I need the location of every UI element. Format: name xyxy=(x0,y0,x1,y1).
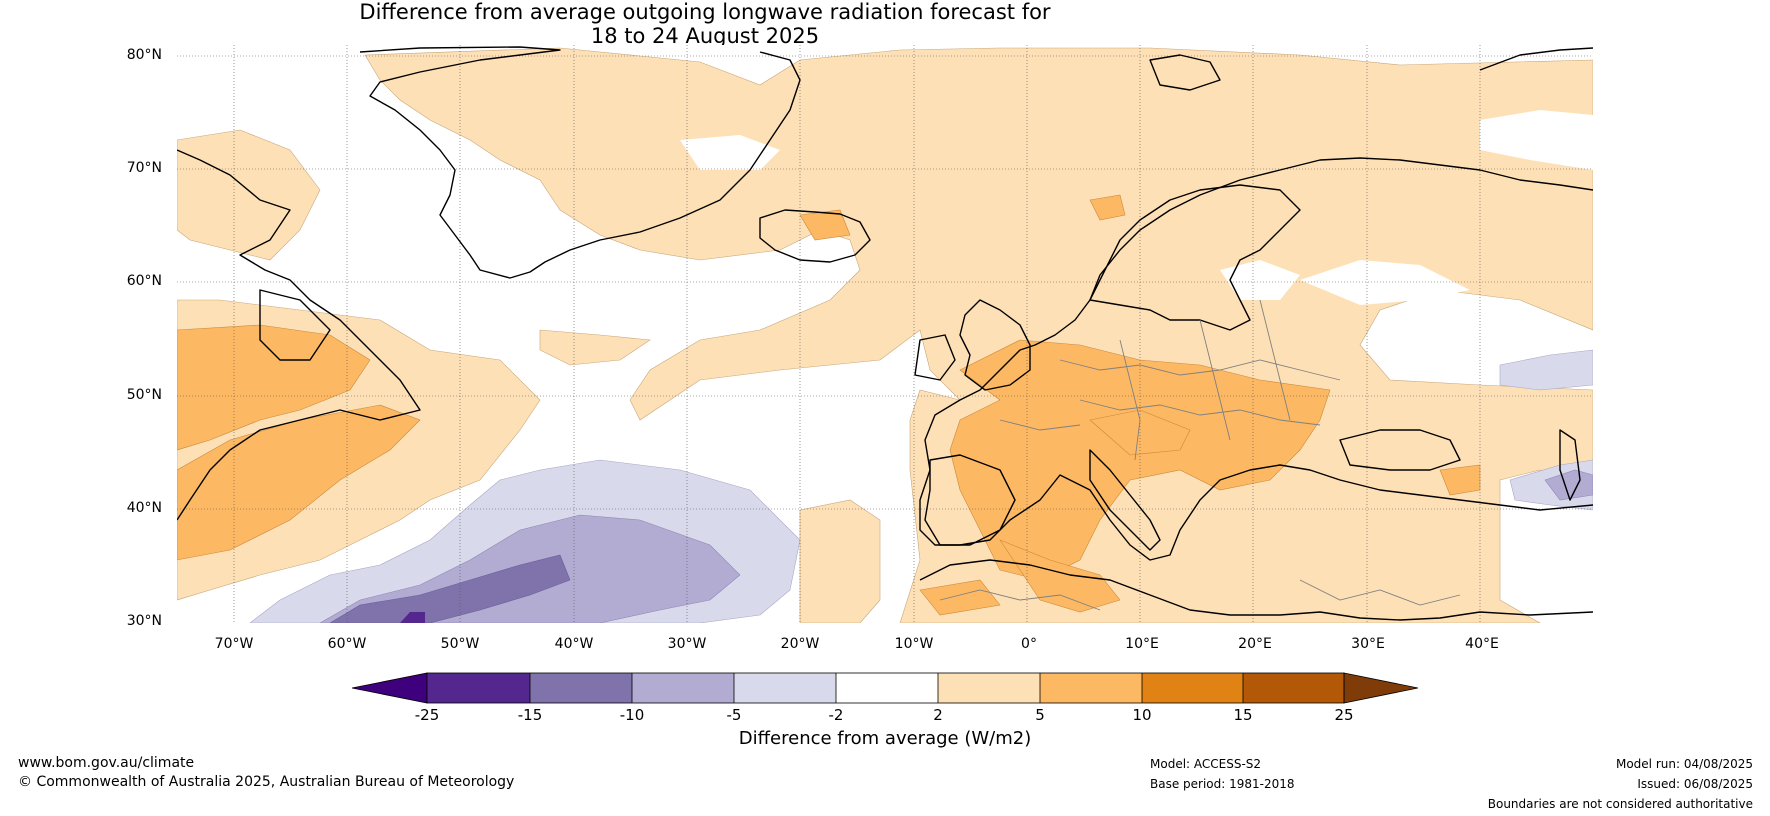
lon-label-20w: 20°W xyxy=(780,636,820,652)
colorbar-segment-5 xyxy=(836,673,938,703)
lon-label-40e: 40°E xyxy=(1465,636,1499,652)
iceland-coast xyxy=(759,209,871,263)
colorbar-segment-4 xyxy=(734,673,836,703)
footer-issued: Issued: 06/08/2025 xyxy=(1637,777,1753,791)
country-borders xyxy=(939,299,1461,611)
lat-label-70n: 70°N xyxy=(126,160,162,176)
lon-label-50w: 50°W xyxy=(440,636,480,652)
colorbar-tick-minus25: -25 xyxy=(415,706,440,724)
black-sea-coast xyxy=(1339,429,1461,471)
lon-label-70w: 70°W xyxy=(214,636,254,652)
lon-label-40w: 40°W xyxy=(554,636,594,652)
colorbar-extend-high xyxy=(1343,672,1419,704)
colorbar-segment-2 xyxy=(530,673,632,703)
anomaly-minus10-minus15-regions xyxy=(329,554,571,623)
footer-url[interactable]: www.bom.gov.au/climate xyxy=(18,755,195,771)
colorbar-extend-low xyxy=(351,672,428,704)
lat-label-80n: 80°N xyxy=(126,47,162,63)
lon-label-20e: 20°E xyxy=(1238,636,1272,652)
svalbard-coast xyxy=(1149,54,1221,91)
colorbar-tick-25: 25 xyxy=(1334,706,1353,724)
scandinavia-coast xyxy=(1089,184,1301,331)
colorbar-segment-9 xyxy=(1243,673,1344,703)
map-frame xyxy=(177,45,1593,623)
iberia-coast xyxy=(924,454,1016,546)
lon-label-0: 0° xyxy=(1021,636,1037,652)
colorbar-title: Difference from average (W/m2) xyxy=(738,728,1032,749)
colorbar-segment-7 xyxy=(1040,673,1142,703)
north-america-coast xyxy=(177,149,421,521)
colorbar-tick-15: 15 xyxy=(1233,706,1252,724)
africa-coast xyxy=(919,559,1593,621)
title-line-1: Difference from average outgoing longwav… xyxy=(359,0,1051,24)
lat-label-40n: 40°N xyxy=(126,500,162,516)
colorbar: -25 -15 -10 -5 -2 2 5 10 15 25 xyxy=(351,672,1419,724)
map-title: Difference from average outgoing longwav… xyxy=(0,0,1410,48)
title-line-2: 18 to 24 August 2025 xyxy=(590,24,820,48)
lon-label-10e: 10°E xyxy=(1125,636,1159,652)
anomaly-minus15-minus25-regions xyxy=(400,612,425,623)
lon-label-30e: 30°E xyxy=(1351,636,1385,652)
colorbar-tick-minus10: -10 xyxy=(620,706,645,724)
footer-copyright: © Commonwealth of Australia 2025, Austra… xyxy=(18,774,515,790)
map-area xyxy=(177,45,1593,623)
colorbar-tick-minus15: -15 xyxy=(518,706,543,724)
footer-model: Model: ACCESS-S2 xyxy=(1150,757,1262,771)
colorbar-tick-2: 2 xyxy=(933,706,943,724)
colorbar-tick-5: 5 xyxy=(1035,706,1045,724)
colorbar-tick-minus5: -5 xyxy=(727,706,742,724)
lon-label-60w: 60°W xyxy=(327,636,367,652)
colorbar-tick-minus2: -2 xyxy=(829,706,844,724)
colorbar-segment-3 xyxy=(632,673,734,703)
italy-coast xyxy=(1089,449,1161,551)
colorbar-tick-10: 10 xyxy=(1132,706,1151,724)
coastlines xyxy=(177,46,1593,621)
colorbar-segment-6 xyxy=(938,673,1040,703)
colorbar-segment-8 xyxy=(1142,673,1243,703)
lon-label-30w: 30°W xyxy=(667,636,707,652)
greenland-coast xyxy=(359,46,801,279)
footer-disclaimer: Boundaries are not considered authoritat… xyxy=(1487,797,1753,811)
lat-label-50n: 50°N xyxy=(126,387,162,403)
lat-label-60n: 60°N xyxy=(126,273,162,289)
graticule xyxy=(177,45,1593,623)
british-isles-coast xyxy=(959,299,1031,391)
lon-label-10w: 10°W xyxy=(894,636,934,652)
neutral-regions xyxy=(680,110,1593,305)
colorbar-segment-1 xyxy=(427,673,530,703)
footer-base-period: Base period: 1981-2018 xyxy=(1150,777,1295,791)
footer-model-run: Model run: 04/08/2025 xyxy=(1615,757,1753,771)
lat-label-30n: 30°N xyxy=(126,613,162,629)
